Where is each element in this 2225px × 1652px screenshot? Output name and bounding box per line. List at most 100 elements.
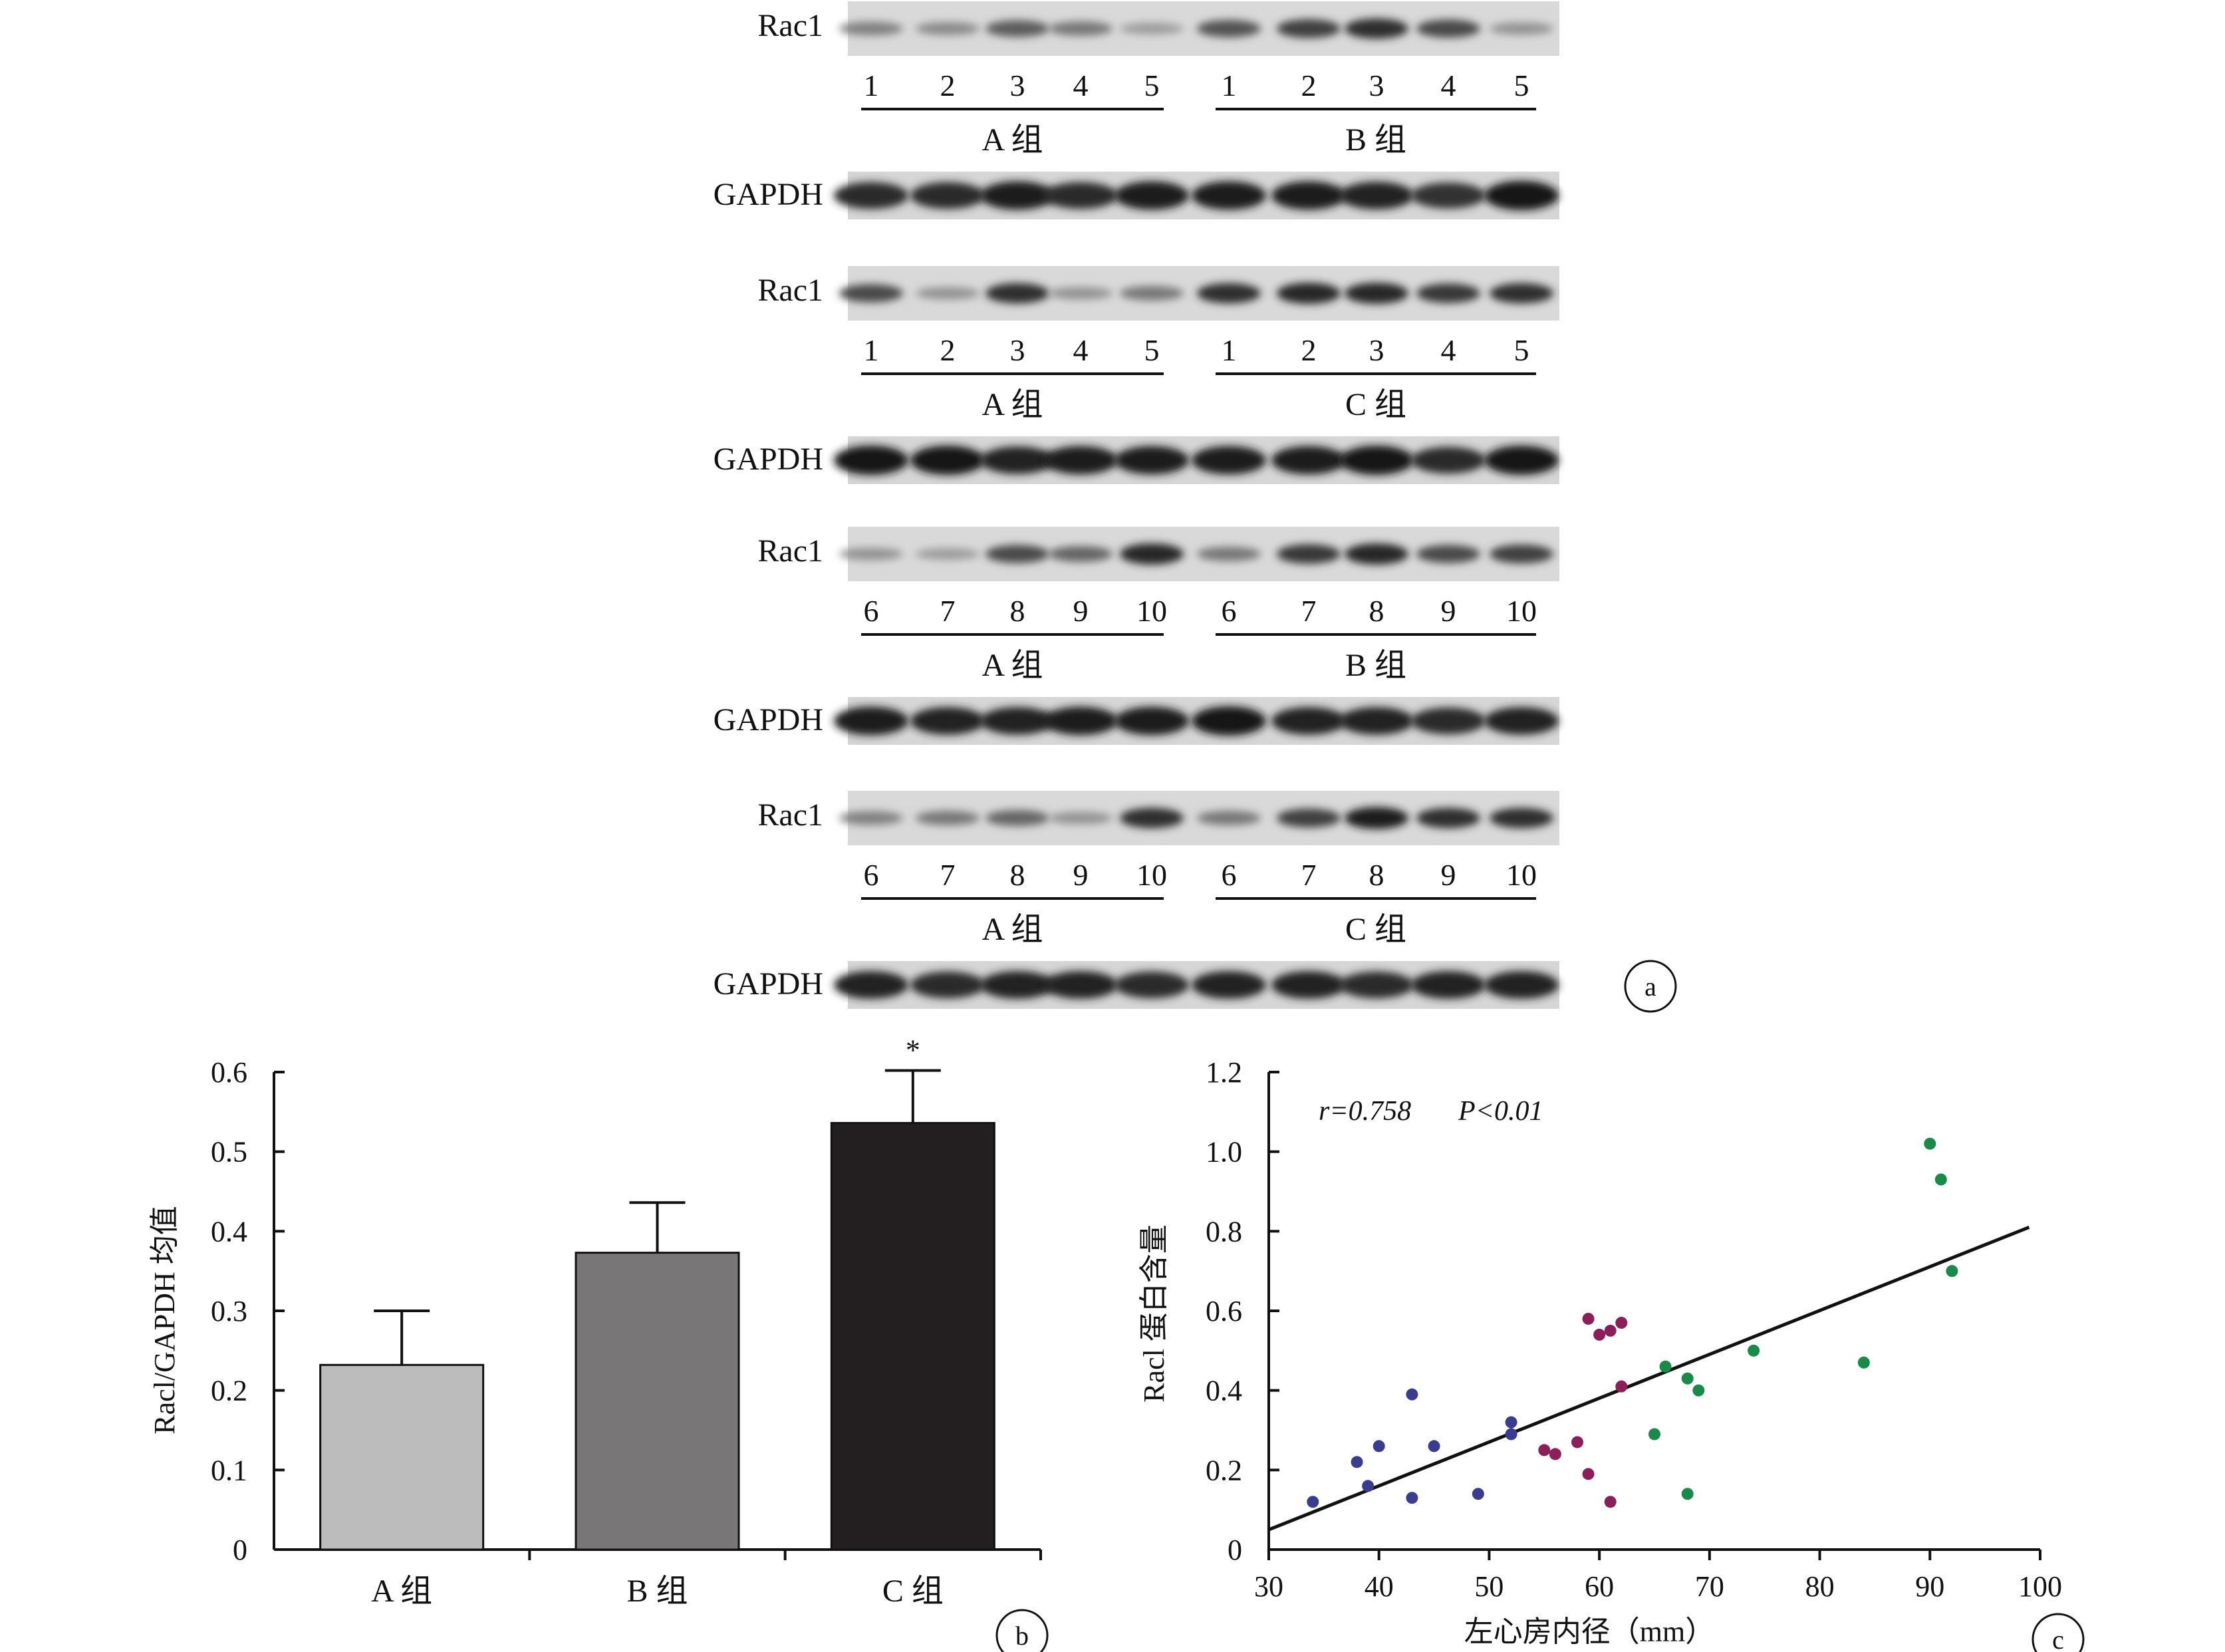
gapdh-band [910, 707, 985, 735]
bar-chart-y-tick-label: 0.2 [211, 1375, 247, 1407]
rac1-band [839, 21, 903, 36]
rac1-row-label: Rac1 [757, 8, 823, 43]
gapdh-band [980, 707, 1055, 735]
lane-number: 2 [940, 69, 956, 102]
scatter-y-tick-label: 0.8 [1206, 1215, 1242, 1248]
rac1-band [916, 287, 980, 300]
lane-number: 9 [1073, 594, 1089, 628]
group-label: A 组 [982, 648, 1043, 683]
lane-number: 7 [1301, 858, 1317, 892]
lane-number: 10 [1136, 594, 1167, 628]
lane-number: 9 [1073, 858, 1089, 892]
lane-number: 5 [1514, 69, 1529, 102]
gapdh-row-label: GAPDH [714, 442, 823, 477]
group-label: C 组 [1345, 387, 1406, 422]
rac1-band [1416, 807, 1480, 829]
scatter-y-tick-label: 0.4 [1206, 1375, 1242, 1407]
rac1-band [1049, 21, 1112, 36]
panel-c-scatter-plot: Racl 蛋白含量 左心房内径（mm） r=0.758 P<0.01 0 0.2 0… [1138, 1056, 2062, 1648]
gapdh-band [1114, 706, 1189, 736]
data-point [1362, 1480, 1374, 1492]
panel-c-badge-label: c [2052, 1625, 2064, 1652]
scatter-x-tick-label: 80 [1805, 1570, 1835, 1603]
lane-number: 7 [940, 858, 956, 892]
lane-number: 10 [1506, 594, 1537, 628]
gapdh-band [1192, 706, 1266, 736]
lane-number: 3 [1010, 333, 1025, 367]
rac1-band [985, 20, 1049, 37]
rac1-band [1345, 283, 1408, 304]
scatter-y-axis-label: Racl 蛋白含量 [1138, 1224, 1170, 1403]
bar-category-label: B 组 [626, 1574, 688, 1609]
gapdh-band [1484, 971, 1559, 999]
scatter-y-tick-label: 0 [1228, 1534, 1242, 1566]
scatter-x-tick-label: 70 [1695, 1570, 1724, 1603]
data-point [1593, 1328, 1606, 1341]
gapdh-band [1484, 707, 1559, 735]
bar [830, 1122, 995, 1551]
bar-chart-y-tick-label: 0.6 [211, 1056, 247, 1089]
rac1-band [1277, 19, 1341, 39]
gapdh-band [1271, 446, 1346, 475]
rac1-band [916, 548, 980, 560]
panel-c-badge: c [2031, 1613, 2085, 1652]
lane-number: 2 [940, 333, 956, 367]
lane-number: 3 [1010, 69, 1025, 102]
gapdh-band [1411, 182, 1486, 209]
scatter-y-tick-label: 1.0 [1206, 1136, 1242, 1169]
gapdh-band [1484, 446, 1559, 475]
rac1-band [839, 284, 903, 303]
bar-chart-y-tick-label: 0.4 [211, 1215, 247, 1248]
data-point [1351, 1456, 1363, 1468]
rac1-band [1197, 19, 1261, 38]
rac1-band [839, 547, 903, 561]
data-point [1428, 1440, 1440, 1452]
bar-category-label: C 组 [882, 1574, 944, 1609]
data-point [1307, 1496, 1319, 1508]
gapdh-band [834, 446, 908, 475]
rac1-band [839, 811, 903, 825]
lane-number: 3 [1369, 333, 1384, 367]
lane-number: 4 [1073, 333, 1089, 367]
data-point [1582, 1312, 1595, 1325]
gapdh-band [834, 182, 908, 209]
gapdh-band [1192, 181, 1266, 210]
lane-number: 7 [1301, 594, 1317, 628]
gapdh-band [980, 446, 1055, 474]
gapdh-band [834, 706, 908, 736]
data-point [1934, 1173, 1947, 1186]
data-point [1659, 1360, 1672, 1373]
gapdh-band [910, 182, 985, 209]
scatter-y-tick-label: 0.6 [1206, 1295, 1242, 1327]
lane-number: 9 [1441, 594, 1456, 628]
lane-number: 9 [1441, 858, 1456, 892]
data-point [1924, 1137, 1936, 1150]
data-point [1748, 1344, 1760, 1357]
panel-b-badge-label: b [1015, 1621, 1029, 1651]
data-point [1681, 1372, 1694, 1385]
rac1-band [1197, 547, 1261, 561]
gapdh-band [980, 971, 1055, 999]
panel-a-badge: a [1624, 960, 1677, 1013]
gapdh-band [1484, 181, 1559, 210]
group-label: C 组 [1345, 912, 1406, 947]
rac1-band [1120, 286, 1184, 301]
lane-number: 4 [1441, 69, 1456, 102]
data-point [1857, 1356, 1870, 1369]
scatter-x-tick-label: 60 [1585, 1570, 1614, 1603]
rac1-band [1197, 283, 1261, 304]
lane-number: 1 [1222, 333, 1237, 367]
bar-chart-y-tick-label: 0.3 [211, 1295, 247, 1327]
gapdh-row-label: GAPDH [714, 966, 823, 1002]
regression-line [1268, 1226, 2030, 1532]
data-point [1648, 1428, 1660, 1441]
gapdh-band [980, 181, 1055, 210]
gapdh-band [1114, 181, 1189, 210]
scatter-x-axis-label: 左心房内径（mm） [1464, 1615, 1714, 1648]
data-point [1505, 1428, 1517, 1441]
lane-number: 8 [1010, 594, 1025, 628]
lane-number: 5 [1144, 69, 1160, 102]
data-point [1582, 1468, 1595, 1480]
lane-number: 3 [1369, 69, 1384, 102]
